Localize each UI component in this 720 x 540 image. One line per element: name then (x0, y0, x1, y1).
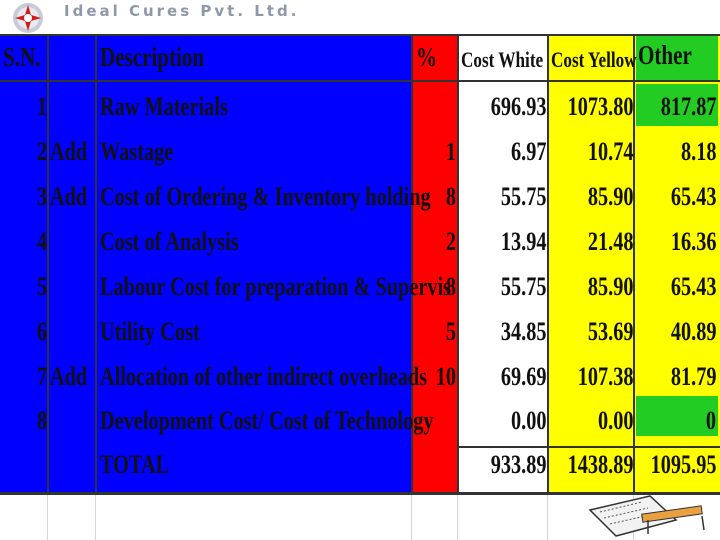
total-cost-white: 933.89 (490, 450, 546, 479)
other-header-cell (636, 36, 718, 80)
row-3-description: Cost of Ordering & Inventory holding (100, 182, 431, 211)
grid-line (457, 495, 458, 540)
row-6-yellow: 53.69 (587, 317, 633, 346)
divider-sn (47, 34, 49, 495)
header-description: Description (100, 42, 205, 72)
row-6-description: Utility Cost (100, 317, 200, 346)
header-other: Other (638, 40, 692, 70)
row-6-percent: 5 (445, 317, 456, 346)
row-7-yellow: 107.38 (577, 362, 633, 391)
row-3-white: 55.75 (500, 182, 546, 211)
row-3-sn: 3 (36, 182, 47, 211)
row-2-other: 8.18 (680, 137, 716, 166)
cost-white-column (458, 34, 548, 494)
row-2-white: 6.97 (510, 137, 546, 166)
top-border (0, 34, 720, 36)
row-3-percent: 8 (445, 182, 456, 211)
row-6-sn: 6 (36, 317, 47, 346)
row-5-white: 55.75 (500, 272, 546, 301)
row-4-other: 16.36 (670, 227, 716, 256)
row-7-add: Add (50, 362, 88, 391)
row-1-yellow: 1073.80 (567, 92, 633, 121)
company-name: Ideal Cures Pvt. Ltd. (64, 2, 300, 20)
divider-white (547, 34, 549, 495)
row-8-description: Development Cost/ Cost of Technology (100, 406, 434, 435)
header-cost-yellow: Cost Yellow (551, 47, 637, 72)
other-row8-cell (636, 396, 718, 436)
clipboard-pen-icon (588, 495, 705, 537)
total-top-border (458, 446, 720, 448)
row-8-sn: 8 (36, 406, 47, 435)
row-3-yellow: 85.90 (587, 182, 633, 211)
row-4-white: 13.94 (500, 227, 546, 256)
row-1-white: 696.93 (490, 92, 546, 121)
row-2-yellow: 10.74 (587, 137, 633, 166)
header-cost-white: Cost White (461, 47, 544, 72)
header: Ideal Cures Pvt. Ltd. (0, 0, 720, 34)
row-7-sn: 7 (36, 362, 47, 391)
total-bottom-border (0, 492, 720, 495)
row-7-percent: 10 (435, 362, 456, 391)
header-bottom-border (0, 80, 720, 82)
cost-table: S.N. Description % Cost White Cost Yello… (0, 34, 720, 540)
grid-line (411, 495, 412, 540)
grid-line (95, 495, 96, 540)
row-1-description: Raw Materials (100, 92, 228, 121)
row-2-add: Add (50, 137, 88, 166)
row-8-yellow: 0.00 (597, 406, 633, 435)
row-1-sn: 1 (36, 92, 47, 121)
header-percent: % (416, 42, 438, 72)
row-7-description: Allocation of other indirect overheads (100, 362, 428, 391)
row-5-yellow: 85.90 (587, 272, 633, 301)
row-5-other: 65.43 (670, 272, 716, 301)
row-7-white: 69.69 (500, 362, 546, 391)
grid-line (47, 495, 48, 540)
row-5-sn: 5 (36, 272, 47, 301)
description-column (96, 34, 412, 494)
row-4-sn: 4 (36, 227, 47, 256)
company-logo-icon (13, 3, 43, 33)
divider-add (95, 34, 97, 495)
row-5-percent: 8 (445, 272, 456, 301)
row-8-other: 0 (705, 406, 716, 435)
row-4-description: Cost of Analysis (100, 227, 239, 256)
divider-desc (411, 34, 413, 495)
divider-yellow (633, 34, 635, 495)
row-2-description: Wastage (100, 137, 174, 166)
cost-yellow-column (548, 34, 634, 494)
row-3-other: 65.43 (670, 182, 716, 211)
row-6-other: 40.89 (670, 317, 716, 346)
row-7-other: 81.79 (670, 362, 716, 391)
row-4-percent: 2 (445, 227, 456, 256)
total-cost-yellow: 1438.89 (567, 450, 633, 479)
total-label: TOTAL (100, 450, 170, 479)
divider-percent (457, 34, 459, 495)
row-3-add: Add (50, 182, 88, 211)
row-2-sn: 2 (36, 137, 47, 166)
total-other: 1095.95 (650, 450, 716, 479)
other-row1-cell (636, 84, 718, 126)
row-4-yellow: 21.48 (587, 227, 633, 256)
percent-column (412, 34, 458, 494)
grid-line (547, 495, 548, 540)
row-8-white: 0.00 (510, 406, 546, 435)
row-6-white: 34.85 (500, 317, 546, 346)
row-2-percent: 1 (445, 137, 456, 166)
header-sn: S.N. (3, 42, 41, 72)
row-1-other: 817.87 (660, 92, 716, 121)
row-5-description: Labour Cost for preparation & Supervis (100, 272, 451, 301)
